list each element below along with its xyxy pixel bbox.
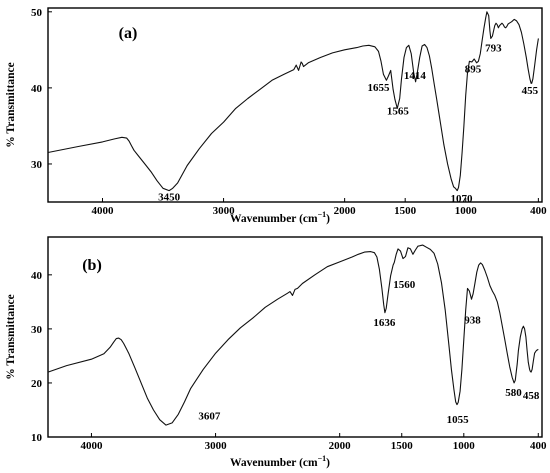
x-tick-label: 1500: [394, 205, 417, 217]
peak-label: 580: [505, 387, 522, 399]
x-axis-label-close: ): [326, 213, 330, 225]
chart-panel-b: 4000 3000 2000 1500 1000 400 10 20 30 40 3607 1636 1…: [5, 236, 547, 469]
x-tick-label: 3000: [205, 440, 228, 452]
peak-label: 1055: [447, 414, 470, 426]
peak-label: 455: [522, 85, 539, 97]
peak-label: 3607: [198, 411, 221, 423]
panel-label: (a): [119, 25, 138, 42]
peak-label: 1565: [387, 106, 410, 118]
peak-label: 938: [464, 314, 481, 326]
x-axis-label-close: ): [326, 457, 330, 469]
peak-label: 1636: [373, 317, 396, 329]
x-axis-label: Wavenumber (cm−1): [230, 454, 330, 469]
peak-label: 1655: [368, 82, 391, 94]
x-tick-label: 1000: [455, 205, 478, 217]
plot-frame: [47, 236, 543, 438]
x-tick-label: 2000: [334, 205, 357, 217]
x-tick-label: 4000: [80, 440, 103, 452]
x-tick-label: 1500: [391, 440, 414, 452]
x-tick-label: 3000: [213, 205, 236, 217]
peak-label: 1070: [450, 193, 473, 205]
peak-label: 3450: [158, 191, 181, 203]
y-tick-label: 40: [31, 270, 43, 282]
spectrum-line: [47, 11, 539, 192]
x-axis-label-main: Wavenumber (cm: [230, 213, 318, 225]
y-tick-label: 50: [31, 7, 43, 19]
spectrum-line: [47, 244, 539, 426]
x-tick-label: 400: [530, 205, 547, 217]
panel-label: (b): [82, 257, 102, 274]
peak-label: 895: [465, 64, 482, 76]
x-axis-label-exponent: −1: [318, 210, 327, 219]
peak-label: 1560: [393, 279, 416, 291]
x-tick-label: 2000: [329, 440, 352, 452]
x-tick-label: 400: [530, 440, 547, 452]
peak-label: 793: [485, 42, 502, 54]
x-axis-label-exponent: −1: [318, 454, 327, 463]
y-axis-label: % Transmittance: [5, 294, 17, 380]
y-tick-label: 10: [31, 432, 43, 444]
plot-frame: [47, 7, 543, 203]
y-tick-label: 30: [31, 159, 43, 171]
peak-label: 1414: [404, 70, 427, 82]
x-tick-label: 4000: [91, 205, 114, 217]
y-tick-label: 30: [31, 324, 43, 336]
peak-label: 458: [523, 390, 540, 402]
x-axis-label: Wavenumber (cm−1): [230, 210, 330, 225]
chart-panel-a: 4000 3000 2000 1500 1000 400 30 40 50 3450 1655 156…: [5, 7, 547, 225]
y-axis-label: % Transmittance: [5, 62, 17, 148]
x-axis-label-main: Wavenumber (cm: [230, 457, 318, 469]
y-tick-label: 40: [31, 83, 43, 95]
x-tick-label: 1000: [453, 440, 476, 452]
y-tick-label: 20: [31, 378, 43, 390]
